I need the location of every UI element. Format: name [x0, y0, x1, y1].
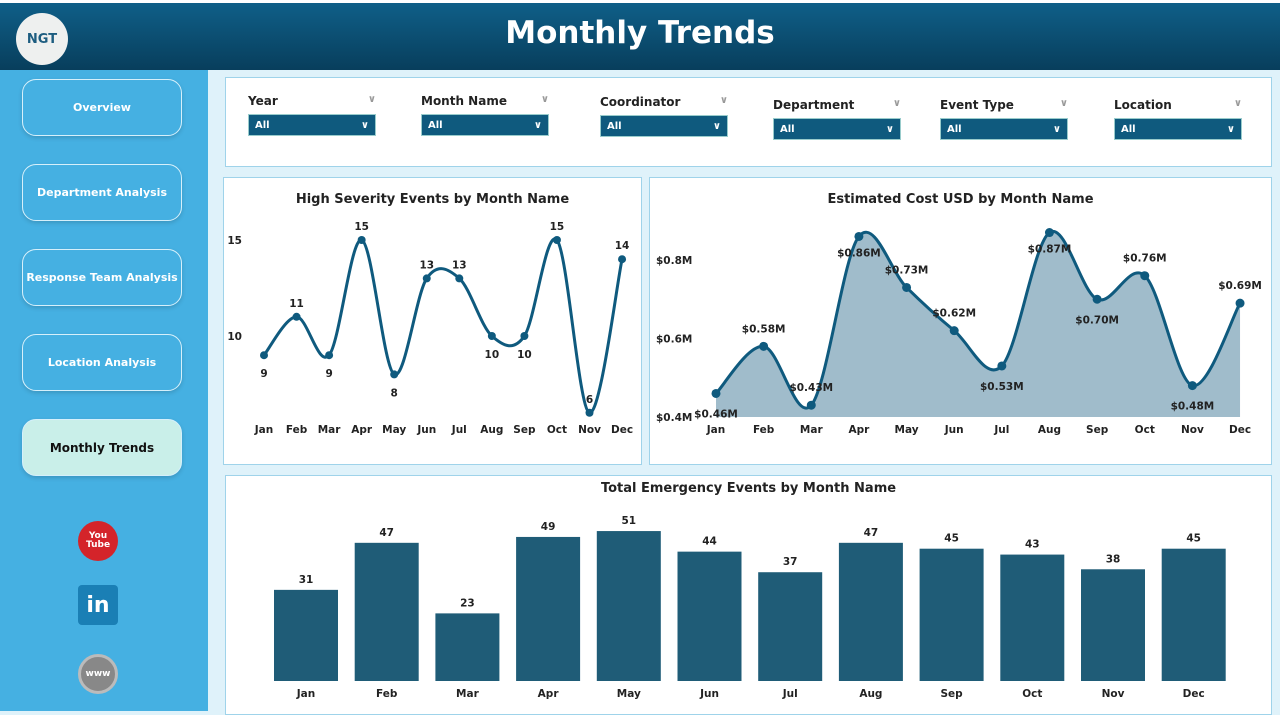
estimated-cost-chart: Estimated Cost USD by Month Name	[649, 177, 1272, 465]
filter-coordinator[interactable]: Coordinator ∨ All ∨	[600, 95, 728, 137]
logo: NGT	[16, 13, 68, 65]
filter-dropdown[interactable]: All ∨	[600, 115, 728, 137]
filter-label: Month Name ∨	[421, 94, 549, 108]
filter-label: Location ∨	[1114, 98, 1242, 112]
header: NGT Monthly Trends	[0, 0, 1280, 70]
chevron-down-icon[interactable]: ∨	[540, 94, 549, 105]
filter-label: Department ∨	[773, 98, 901, 112]
filter-label: Event Type ∨	[940, 98, 1068, 112]
nav-department-analysis[interactable]: Department Analysis	[22, 164, 182, 221]
high-severity-chart: High Severity Events by Month Name	[223, 177, 642, 465]
filter-dropdown[interactable]: All ∨	[773, 118, 901, 140]
chevron-down-icon: ∨	[885, 123, 894, 135]
chart-title: High Severity Events by Month Name	[295, 192, 570, 207]
linkedin-icon[interactable]: in	[78, 585, 118, 625]
total-events-chart: Total Emergency Events by Month Name	[225, 475, 1272, 715]
chevron-down-icon[interactable]: ∨	[719, 95, 728, 106]
filter-location[interactable]: Location ∨ All ∨	[1114, 98, 1242, 140]
chevron-down-icon: ∨	[1052, 123, 1061, 135]
nav-response-team-analysis[interactable]: Response Team Analysis	[22, 249, 182, 306]
filter-label: Year ∨	[248, 94, 376, 108]
filter-dropdown[interactable]: All ∨	[421, 114, 549, 136]
chevron-down-icon: ∨	[712, 120, 721, 132]
filter-label: Coordinator ∨	[600, 95, 728, 109]
filter-department[interactable]: Department ∨ All ∨	[773, 98, 901, 140]
chevron-down-icon[interactable]: ∨	[1233, 98, 1242, 109]
nav-overview[interactable]: Overview	[22, 79, 182, 136]
chevron-down-icon: ∨	[1226, 123, 1235, 135]
chevron-down-icon[interactable]: ∨	[1059, 98, 1068, 109]
filter-dropdown[interactable]: All ∨	[1114, 118, 1242, 140]
filter-event-type[interactable]: Event Type ∨ All ∨	[940, 98, 1068, 140]
chart-title: Estimated Cost USD by Month Name	[827, 192, 1094, 207]
chevron-down-icon: ∨	[360, 119, 369, 131]
globe-icon[interactable]: www	[78, 654, 118, 694]
youtube-icon[interactable]: You Tube	[78, 521, 118, 561]
sidebar: Overview Department Analysis Response Te…	[0, 70, 208, 711]
filter-dropdown[interactable]: All ∨	[248, 114, 376, 136]
chart-title: Total Emergency Events by Month Name	[600, 481, 897, 496]
filter-panel: Year ∨ All ∨ Month Name ∨ All ∨ Coordinator ∨ A…	[225, 77, 1272, 167]
chevron-down-icon[interactable]: ∨	[367, 94, 376, 105]
chevron-down-icon: ∨	[533, 119, 542, 131]
page-title: Monthly Trends	[505, 15, 775, 51]
filter-year[interactable]: Year ∨ All ∨	[248, 94, 376, 136]
nav-monthly-trends[interactable]: Monthly Trends	[22, 419, 182, 476]
chevron-down-icon[interactable]: ∨	[892, 98, 901, 109]
nav-location-analysis[interactable]: Location Analysis	[22, 334, 182, 391]
filter-dropdown[interactable]: All ∨	[940, 118, 1068, 140]
filter-month-name[interactable]: Month Name ∨ All ∨	[421, 94, 549, 136]
